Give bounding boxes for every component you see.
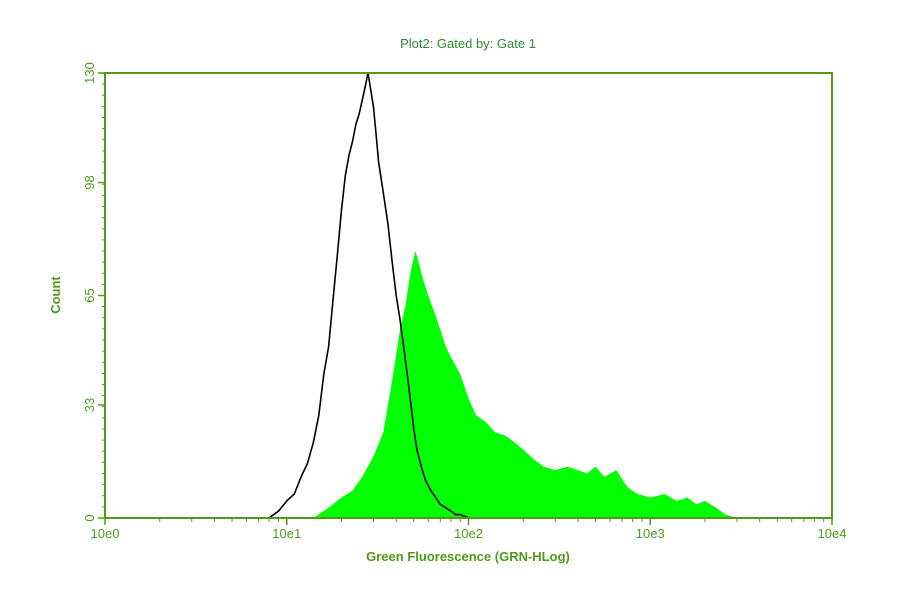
x-tick-label-2: 10e2: [454, 526, 483, 541]
x-tick-label-4: 10e4: [818, 526, 847, 541]
data-layer: [268, 72, 737, 519]
x-axis-label: Green Fluorescence (GRN-HLog): [366, 549, 570, 564]
y-tick-label-0: 0: [82, 514, 97, 521]
y-tick-label-1: 33: [82, 398, 97, 412]
x-tick-label-3: 10e3: [636, 526, 665, 541]
series-1-line: [268, 72, 476, 519]
axis-layer: 10e0 10e1 10e2 10e3 10e4 0 33 65 98 130: [82, 62, 846, 541]
y-tick-label-4: 130: [82, 62, 97, 84]
chart-title: Plot2: Gated by: Gate 1: [400, 36, 536, 51]
x-tick-label-0: 10e0: [91, 526, 120, 541]
y-tick-label-3: 98: [82, 175, 97, 189]
series-0-area: [313, 251, 737, 518]
x-tick-label-1: 10e1: [272, 526, 301, 541]
y-tick-label-2: 65: [82, 288, 97, 302]
y-axis-label: Count: [48, 276, 63, 314]
